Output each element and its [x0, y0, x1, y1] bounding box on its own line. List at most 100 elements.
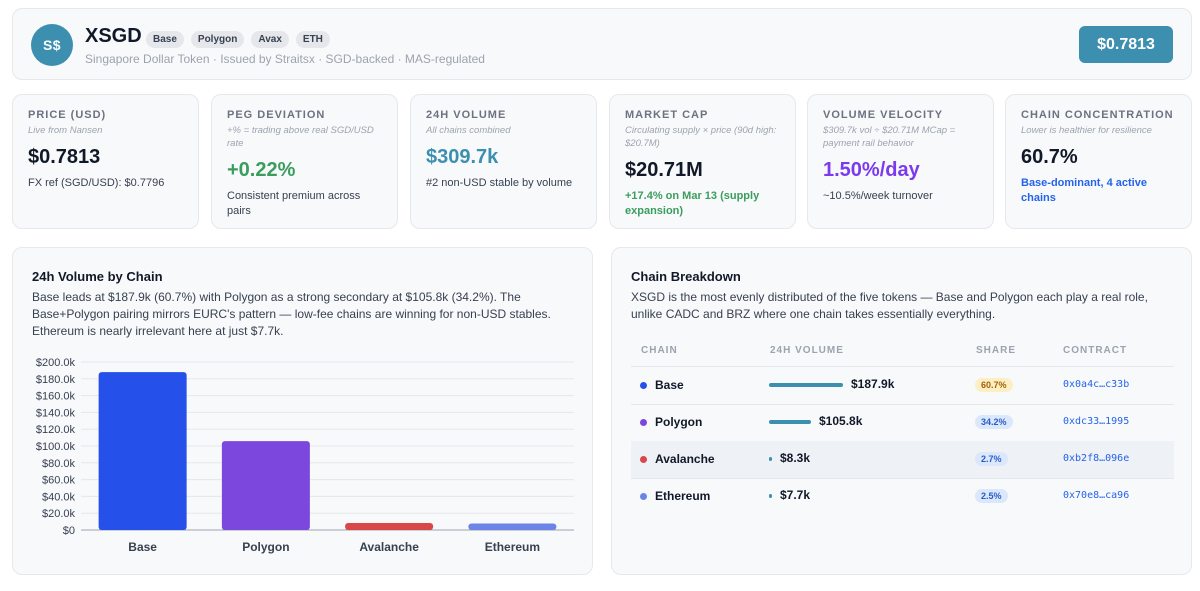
chart-panel-title: 24h Volume by Chain [32, 269, 163, 284]
y-tick-label: $0 [63, 525, 75, 537]
volume-chart-panel: 24h Volume by Chain Base leads at $187.9… [12, 247, 593, 575]
col-header-share[interactable]: SHARE [976, 345, 1017, 356]
stat-card-price: PRICE (USD) Live from Nansen $0.7813 FX ref… [12, 94, 199, 229]
stat-label: MARKET CAP [625, 109, 709, 121]
stat-note: #2 non-USD stable by volume [426, 177, 573, 189]
stat-value: 1.50%/day [823, 159, 920, 181]
stat-label: 24H VOLUME [426, 109, 507, 121]
token-subtitle: Singapore Dollar Token · Issued by Strai… [85, 52, 485, 66]
breakdown-panel-title: Chain Breakdown [631, 269, 741, 284]
volume-value: $7.7k [780, 488, 811, 502]
token-header: S$ XSGD Base Polygon Avax ETH Singapore … [12, 8, 1192, 80]
stat-sub: $309.7k vol ÷ $20.71M MCap = payment rai… [823, 125, 956, 149]
bar-avalanche[interactable] [345, 523, 434, 530]
x-tick-label: Avalanche [359, 540, 419, 554]
stat-label: PRICE (USD) [28, 109, 107, 121]
chain-dot-icon [640, 493, 647, 500]
table-divider [631, 404, 1174, 405]
stat-value: +0.22% [227, 159, 296, 181]
contract-address-link[interactable]: 0xdc33…1995 [1063, 416, 1130, 427]
y-tick-label: $200.0k [36, 357, 76, 369]
stat-value: $20.71M [625, 159, 703, 181]
stat-sub: +% = trading above real SGD/USD rate [227, 125, 374, 149]
table-row[interactable]: Ethereum $7.7k 2.5% 0x70e8…ca96 [631, 478, 1174, 515]
stat-card-volume-velocity: VOLUME VELOCITY $309.7k vol ÷ $20.71M MCa… [807, 94, 994, 229]
x-tick-label: Ethereum [485, 540, 540, 554]
stat-card-volume-24h: 24H VOLUME All chains combined $309.7k #2 n… [410, 94, 597, 229]
stat-note: +17.4% on Mar 13 (supply expansion) [625, 190, 760, 217]
stat-sub: All chains combined [426, 125, 511, 136]
table-row[interactable]: Base $187.9k 60.7% 0x0a4c…c33b [631, 367, 1174, 404]
y-tick-label: $40.0k [42, 491, 76, 503]
contract-address-link[interactable]: 0x0a4c…c33b [1063, 379, 1130, 390]
volume-bar-chart: $0 $20.0k $40.0k $60.0k $80.0k $100.0k $120.0k… [36, 357, 574, 554]
chain-name: Ethereum [655, 489, 711, 503]
col-header-volume[interactable]: 24H VOLUME [770, 345, 844, 356]
bar-base[interactable] [98, 372, 187, 530]
share-badge: 60.7% [975, 378, 1013, 392]
stat-card-peg-deviation: PEG DEVIATION +% = trading above real SGD… [211, 94, 398, 229]
chain-tag-base[interactable]: Base [146, 31, 184, 48]
y-tick-label: $140.0k [36, 407, 76, 419]
stat-sub: Live from Nansen [28, 125, 103, 136]
stat-sub: Lower is healthier for resilience [1021, 125, 1152, 136]
chain-breakdown-panel: Chain Breakdown XSGD is the most evenly … [611, 247, 1192, 575]
stat-note: ~10.5%/week turnover [823, 190, 933, 202]
chain-name: Polygon [655, 415, 703, 429]
volume-share-bar [769, 457, 772, 461]
volume-value: $8.3k [780, 451, 811, 465]
volume-value: $105.8k [819, 414, 863, 428]
chain-name: Avalanche [655, 452, 715, 466]
volume-share-bar [769, 420, 811, 424]
col-header-contract[interactable]: CONTRACT [1063, 345, 1128, 356]
token-logo: S$ [31, 24, 73, 66]
bar-ethereum[interactable] [468, 523, 557, 530]
y-tick-label: $180.0k [36, 374, 76, 386]
y-tick-label: $160.0k [36, 391, 76, 403]
stat-label: PEG DEVIATION [227, 109, 326, 121]
chain-tag-eth[interactable]: ETH [295, 31, 330, 48]
stat-sub: Circulating supply × price (90d high: $2… [625, 125, 777, 149]
token-title: XSGD [85, 25, 142, 47]
volume-share-bar [769, 494, 772, 498]
x-tick-label: Polygon [242, 540, 289, 554]
stat-label: VOLUME VELOCITY [823, 109, 944, 121]
y-tick-label: $100.0k [36, 441, 76, 453]
share-badge: 2.7% [975, 452, 1008, 466]
stat-note: Base-dominant, 4 active chains [1021, 177, 1147, 204]
table-divider [631, 366, 1174, 367]
x-tick-label: Base [128, 540, 157, 554]
chain-dot-icon [640, 456, 647, 463]
stat-value: $0.7813 [28, 146, 101, 168]
stat-value: 60.7% [1021, 146, 1078, 168]
col-header-chain[interactable]: CHAIN [641, 345, 678, 356]
stat-note: Consistent premium across pairs [227, 190, 361, 217]
contract-address-link[interactable]: 0x70e8…ca96 [1063, 490, 1130, 501]
table-row[interactable]: Polygon $105.8k 34.2% 0xdc33…1995 [631, 404, 1174, 441]
chain-tag-polygon[interactable]: Polygon [190, 31, 245, 48]
volume-value: $187.9k [851, 377, 895, 391]
y-tick-label: $20.0k [42, 508, 76, 520]
contract-address-link[interactable]: 0xb2f8…096e [1063, 453, 1130, 464]
chain-tag-avax[interactable]: Avax [251, 31, 289, 48]
chain-dot-icon [640, 419, 647, 426]
stat-value: $309.7k [426, 146, 499, 168]
stat-label: CHAIN CONCENTRATION [1021, 109, 1174, 121]
table-divider [631, 478, 1174, 479]
y-tick-label: $120.0k [36, 424, 76, 436]
chain-dot-icon [640, 382, 647, 389]
chart-panel-description: Base leads at $187.9k (60.7%) with Polyg… [32, 290, 551, 338]
chain-tags: Base Polygon Avax ETH [146, 31, 330, 48]
share-badge: 2.5% [975, 489, 1008, 503]
volume-share-bar [769, 383, 843, 387]
table-row[interactable]: Avalanche $8.3k 2.7% 0xb2f8…096e [631, 441, 1174, 478]
chain-name: Base [655, 378, 684, 392]
price-button[interactable]: $0.7813 [1079, 26, 1173, 63]
stat-card-chain-concentration: CHAIN CONCENTRATION Lower is healthier fo… [1005, 94, 1192, 229]
bar-polygon[interactable] [221, 441, 310, 530]
stat-note: FX ref (SGD/USD): $0.7796 [28, 177, 165, 189]
share-badge: 34.2% [975, 415, 1013, 429]
y-tick-label: $60.0k [42, 475, 76, 487]
stat-card-market-cap: MARKET CAP Circulating supply × price (90… [609, 94, 796, 229]
breakdown-panel-description: XSGD is the most evenly distributed of t… [631, 290, 1148, 321]
